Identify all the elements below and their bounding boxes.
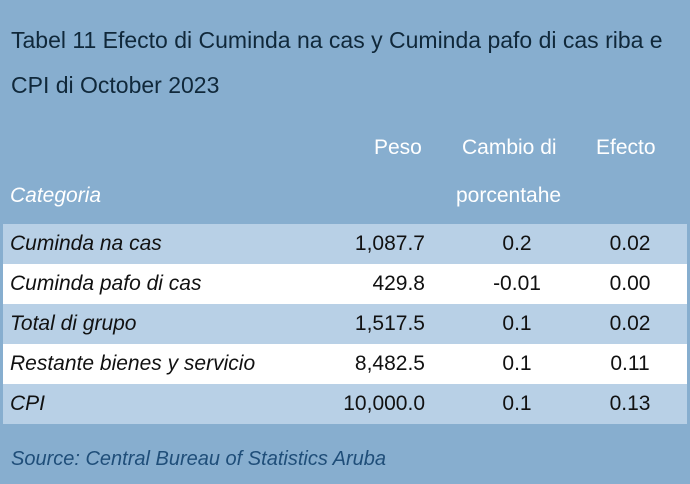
table-row: Cuminda na cas 1,087.7 0.2 0.02: [3, 224, 687, 264]
row-category: Restante bienes y servicio: [10, 352, 256, 375]
row-efecto: 0.02: [609, 312, 651, 335]
row-cambio: -0.01: [493, 272, 541, 295]
header-category: Categoria: [10, 184, 102, 207]
source-note: Source: Central Bureau of Statistics Aru…: [11, 448, 386, 470]
row-peso: 429.8: [372, 272, 425, 295]
row-peso: 8,482.5: [354, 352, 425, 375]
row-cambio: 0.1: [502, 392, 532, 415]
row-cambio: 0.1: [502, 352, 532, 375]
row-peso: 1,517.5: [354, 312, 425, 335]
data-table: Cuminda na cas 1,087.7 0.2 0.02 Cuminda …: [3, 224, 687, 424]
table-row: Restante bienes y servicio 8,482.5 0.1 0…: [3, 344, 687, 384]
table-title: Tabel 11 Efecto di Cuminda na cas y Cumi…: [11, 27, 663, 98]
row-category: Cuminda na cas: [10, 232, 162, 255]
row-peso: 10,000.0: [343, 392, 425, 415]
row-cambio: 0.2: [502, 232, 532, 255]
row-efecto: 0.11: [610, 352, 650, 375]
header-cambio-line1: Cambio di: [462, 136, 557, 159]
row-efecto: 0.00: [609, 272, 651, 295]
row-category: CPI: [10, 392, 46, 415]
row-peso: 1,087.7: [354, 232, 425, 255]
row-efecto: 0.13: [609, 392, 651, 415]
row-category: Total di grupo: [10, 312, 137, 335]
header-cambio-line2: porcentahe: [456, 184, 562, 207]
header-peso: Peso: [374, 136, 422, 159]
table-row: Cuminda pafo di cas 429.8 -0.01 0.00: [3, 264, 687, 304]
table-row: Total di grupo 1,517.5 0.1 0.02: [3, 304, 687, 344]
row-efecto: 0.02: [609, 232, 651, 255]
row-cambio: 0.1: [502, 312, 532, 335]
row-category: Cuminda pafo di cas: [10, 272, 202, 295]
table-row: CPI 10,000.0 0.1 0.13: [3, 384, 687, 424]
header-efecto: Efecto: [596, 136, 656, 159]
